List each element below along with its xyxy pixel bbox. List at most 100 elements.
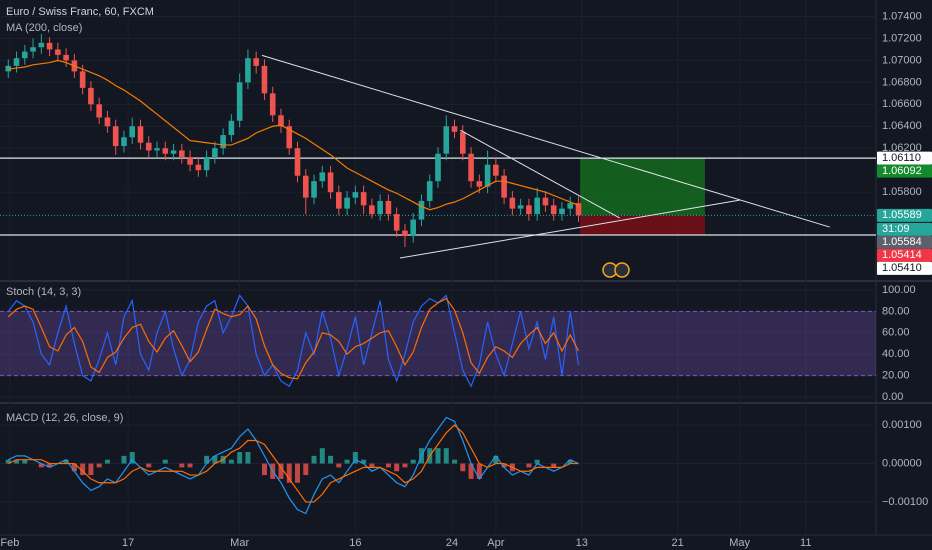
candle-body: [21, 51, 28, 59]
histogram-bar: [96, 463, 102, 468]
candle-body: [509, 197, 516, 209]
candle-body: [294, 148, 301, 176]
histogram-bar: [162, 459, 168, 464]
y-tick-label: 0.00000: [882, 457, 922, 469]
histogram-bar: [179, 463, 185, 468]
candle-body: [377, 200, 383, 215]
histogram-bar: [369, 463, 375, 468]
histogram-bar: [311, 455, 317, 464]
histogram-bar: [212, 455, 218, 464]
candle-body: [443, 126, 450, 154]
histogram-bar: [295, 463, 301, 483]
histogram-bar: [534, 459, 540, 464]
y-tick-label: 0.00: [882, 391, 903, 403]
candle-body: [286, 126, 293, 149]
candle-body: [493, 164, 499, 176]
price-label: 1.05589: [882, 209, 922, 221]
candle-body: [311, 181, 317, 198]
histogram-bar: [5, 459, 11, 464]
y-tick-label: 100.00: [882, 284, 916, 296]
candle-body: [418, 200, 425, 220]
histogram-bar: [104, 459, 110, 464]
candle-body: [13, 58, 20, 66]
y-tick-label: 20.00: [882, 369, 910, 381]
y-tick-label: 1.06600: [882, 98, 922, 110]
x-tick-label: Feb: [0, 537, 19, 549]
candle-body: [187, 157, 193, 165]
histogram-bar: [410, 459, 416, 464]
histogram-bar: [187, 463, 193, 468]
candle-body: [360, 192, 367, 206]
candle-body: [369, 205, 375, 215]
histogram-bar: [452, 459, 458, 464]
y-tick-label: 1.06800: [882, 76, 922, 88]
take-profit-zone: [580, 158, 705, 216]
candle-body: [402, 230, 408, 237]
y-tick-label: 1.07200: [882, 32, 922, 44]
pane-title: Stoch (14, 3, 3): [6, 286, 81, 298]
candle-body: [154, 148, 160, 151]
candle-body: [137, 126, 144, 143]
candle-body: [327, 172, 334, 193]
x-tick-label: 17: [122, 537, 134, 549]
histogram-bar: [468, 463, 474, 479]
histogram-bar: [443, 448, 449, 464]
candle-body: [79, 71, 86, 88]
band-fill: [0, 311, 876, 376]
candle-body: [212, 148, 218, 158]
candle-body: [559, 208, 565, 215]
candle-body: [435, 153, 441, 182]
y-tick-label: 40.00: [882, 348, 910, 360]
event-icon[interactable]: [614, 262, 630, 278]
chart-title: Euro / Swiss Franc, 60, FXCM: [6, 6, 154, 18]
legend-entry: MA (200, close): [6, 22, 82, 34]
price-label-box: [877, 261, 932, 275]
candle-body: [410, 219, 417, 237]
candle-body: [542, 197, 549, 206]
trend-line: [261, 54, 830, 228]
y-tick-label: 1.06200: [882, 142, 922, 154]
candle-body: [476, 181, 483, 187]
x-tick-label: 11: [800, 537, 811, 549]
histogram-bar: [402, 463, 408, 468]
candle-body: [88, 87, 94, 105]
price-label: 1.05414: [882, 249, 922, 261]
histogram-bar: [63, 459, 69, 464]
candle-body: [30, 47, 36, 52]
candle-body: [63, 54, 69, 61]
price-label-box: [877, 164, 932, 178]
histogram-bar: [80, 463, 86, 476]
stop-loss-zone: [580, 215, 705, 235]
candle-body: [228, 120, 235, 136]
histogram-bar: [493, 455, 499, 464]
candle-body: [220, 135, 226, 149]
candle-body: [393, 214, 400, 231]
candle-body: [170, 150, 177, 154]
candle-body: [575, 203, 582, 216]
candle-body: [145, 142, 152, 151]
indicator-line: [8, 424, 579, 503]
price-label-box: [877, 222, 932, 236]
candle-body: [352, 192, 359, 198]
histogram-bar: [352, 452, 358, 464]
x-tick-label: May: [729, 537, 750, 549]
y-tick-label: 1.07400: [882, 10, 922, 22]
candle-body: [269, 93, 276, 116]
histogram-bar: [204, 455, 210, 464]
candle-body: [38, 42, 45, 48]
histogram-bar: [38, 463, 44, 468]
price-label: 1.06092: [882, 165, 922, 177]
histogram-bar: [71, 463, 77, 472]
histogram-bar: [121, 455, 127, 464]
candle-body: [302, 175, 309, 198]
candle-body: [46, 42, 53, 50]
candle-body: [179, 150, 185, 158]
histogram-bar: [129, 452, 135, 464]
candle-body: [112, 126, 119, 147]
price-label-box: [877, 208, 932, 222]
candle-body: [162, 148, 169, 154]
candle-body: [278, 115, 284, 127]
